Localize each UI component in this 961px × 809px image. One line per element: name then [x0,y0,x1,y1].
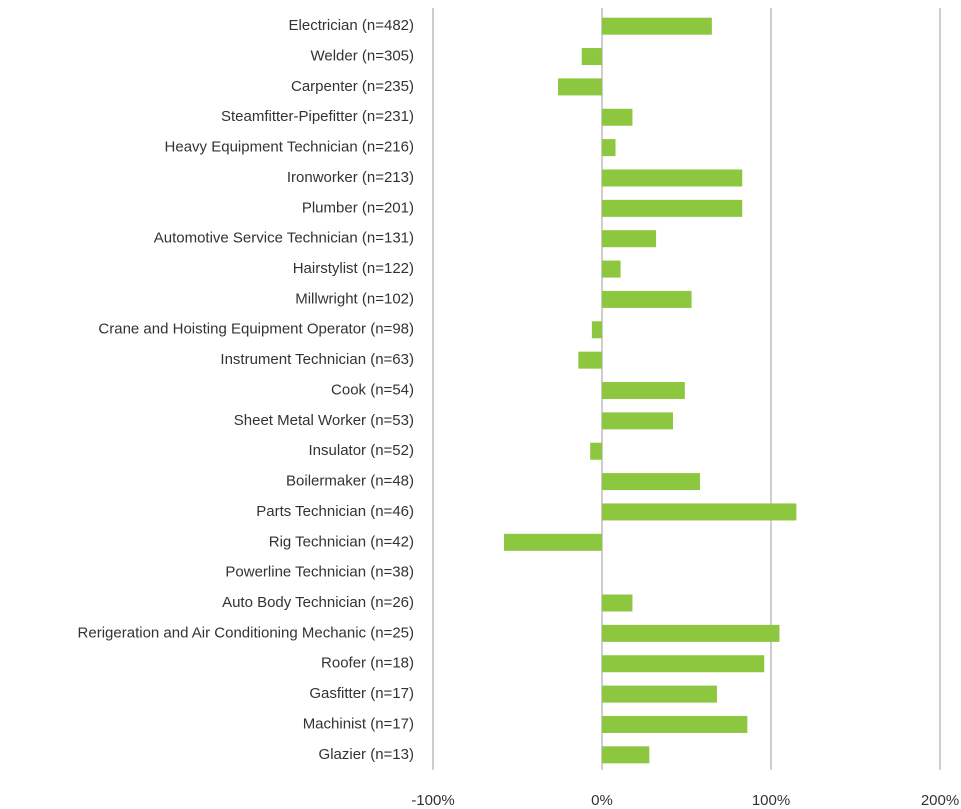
y-tick-label: Rig Technician (n=42) [269,533,414,550]
bar [602,230,657,248]
y-tick-label: Ironworker (n=213) [287,169,414,186]
bar [602,473,701,491]
bar [581,48,602,66]
y-tick-label: Parts Technician (n=46) [256,503,414,520]
y-tick-label: Electrician (n=482) [289,17,414,34]
y-tick-label: Glazier (n=13) [319,746,414,763]
x-tick-label: 200% [921,792,959,809]
bar [591,321,602,339]
bar [602,715,748,733]
bar [602,139,616,157]
y-tick-label: Rerigeration and Air Conditioning Mechan… [78,624,414,641]
bar [602,624,780,642]
bar [590,442,602,460]
y-tick-label: Auto Body Technician (n=26) [222,594,414,611]
y-tick-label: Hairstylist (n=122) [293,260,414,277]
y-tick-label: Automotive Service Technician (n=131) [154,230,414,247]
bar [602,685,717,703]
bar [602,412,673,430]
y-tick-label: Sheet Metal Worker (n=53) [234,412,414,429]
y-tick-label: Insulator (n=52) [309,442,414,459]
bar [602,290,692,308]
x-tick-label: -100% [411,792,454,809]
y-tick-label: Crane and Hoisting Equipment Operator (n… [98,321,414,338]
y-tick-label: Powerline Technician (n=38) [225,564,414,581]
y-tick-label: Boilermaker (n=48) [286,473,414,490]
y-tick-label: Carpenter (n=235) [291,78,414,95]
bar [558,78,602,96]
y-tick-label: Instrument Technician (n=63) [220,351,414,368]
y-tick-label: Plumber (n=201) [302,199,414,216]
y-tick-label: Machinist (n=17) [303,715,414,732]
y-tick-label: Gasfitter (n=17) [309,685,414,702]
bar [602,260,621,278]
y-tick-label: Cook (n=54) [331,381,414,398]
bar [602,655,765,673]
bar [602,503,797,521]
y-tick-label: Steamfitter-Pipefitter (n=231) [221,108,414,125]
bar [602,169,743,187]
y-tick-label: Roofer (n=18) [321,655,414,672]
y-tick-label: Welder (n=305) [310,48,414,65]
bar [578,351,602,369]
bar [503,533,602,551]
y-tick-label: Millwright (n=102) [295,290,414,307]
bar [602,382,685,399]
y-tick-label: Heavy Equipment Technician (n=216) [165,139,414,156]
bar [602,108,633,126]
bar [602,746,650,764]
bar [602,17,712,35]
bar [602,199,743,217]
x-tick-label: 100% [752,792,790,809]
bar [602,594,633,612]
x-tick-label: 0% [591,792,613,809]
